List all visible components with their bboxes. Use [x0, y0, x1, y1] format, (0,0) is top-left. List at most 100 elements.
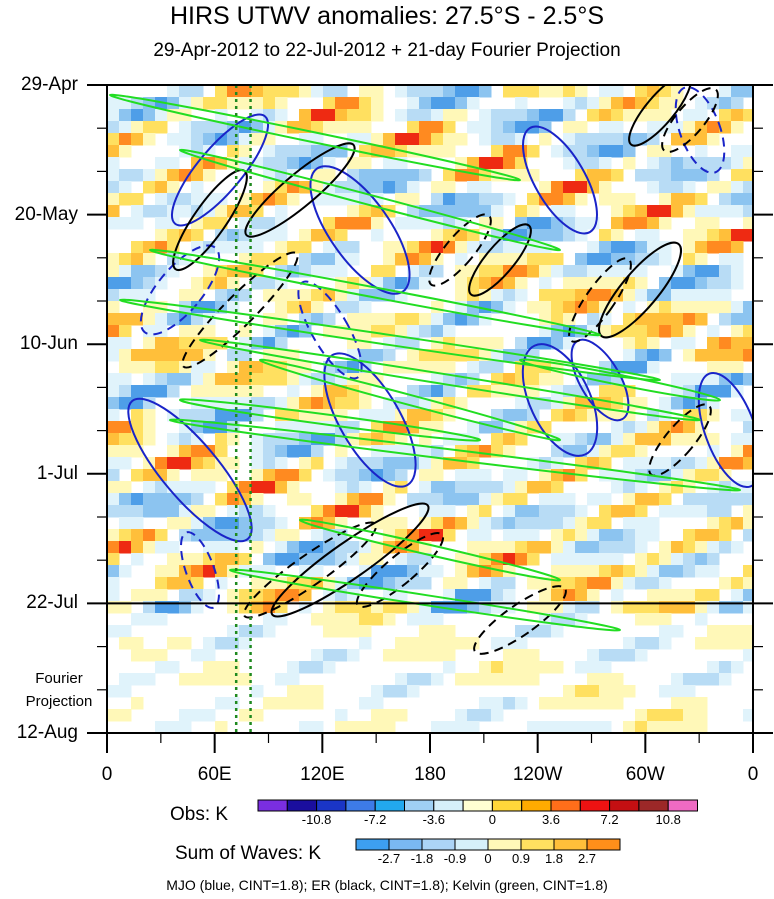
- heat-cell: [623, 529, 636, 542]
- heat-cell: [707, 157, 720, 170]
- heat-cell: [719, 349, 732, 362]
- heat-cell: [659, 721, 672, 733]
- heat-cell: [539, 625, 552, 638]
- heat-cell: [311, 85, 324, 98]
- heat-cell: [275, 337, 288, 350]
- heat-cell: [335, 457, 348, 470]
- heat-cell: [167, 541, 180, 554]
- heat-cell: [587, 697, 600, 710]
- heat-cell: [635, 721, 648, 733]
- heat-cell: [695, 145, 708, 158]
- heat-cell: [431, 145, 444, 158]
- heat-cell: [635, 421, 648, 434]
- heat-cell: [515, 481, 528, 494]
- heat-cell: [563, 301, 576, 314]
- heat-cell: [107, 205, 120, 218]
- heat-cell: [503, 493, 516, 506]
- heat-cell: [587, 157, 600, 170]
- heat-cell: [167, 721, 180, 733]
- heat-cell: [299, 325, 312, 338]
- colorbar-swatch: [421, 838, 456, 851]
- heat-cell: [215, 541, 228, 554]
- heat-cell: [491, 109, 504, 122]
- heat-cell: [359, 181, 372, 194]
- heat-cell: [707, 673, 720, 686]
- heat-cell: [635, 457, 648, 470]
- colorbar-swatch: [550, 799, 581, 812]
- heat-cell: [179, 169, 192, 182]
- heat-cell: [743, 109, 753, 122]
- heat-cell: [683, 289, 696, 302]
- heat-cell: [335, 505, 348, 518]
- heat-cell: [107, 277, 120, 290]
- heat-cell: [731, 577, 744, 590]
- heat-cell: [299, 445, 312, 458]
- heat-cell: [491, 253, 504, 266]
- heat-cell: [455, 229, 468, 242]
- colorbar-swatch: [286, 799, 318, 812]
- heat-cell: [275, 205, 288, 218]
- heat-cell: [647, 721, 660, 733]
- heat-cell: [659, 613, 672, 626]
- heat-cell: [503, 145, 516, 158]
- heat-cell: [107, 565, 120, 578]
- heat-cell: [311, 109, 324, 122]
- heat-cell: [551, 493, 564, 506]
- heat-cell: [155, 325, 168, 338]
- heat-cell: [371, 505, 384, 518]
- heat-cell: [215, 661, 228, 674]
- colorbar-tick-label: -1.8: [410, 851, 434, 866]
- heat-cell: [335, 469, 348, 482]
- heat-cell: [467, 673, 480, 686]
- heat-cell: [239, 553, 252, 566]
- heat-cell: [599, 85, 612, 98]
- heat-cell: [107, 133, 120, 146]
- heat-cell: [191, 505, 204, 518]
- heat-cell: [371, 493, 384, 506]
- heat-cell: [107, 325, 120, 338]
- heat-cell: [515, 133, 528, 146]
- heat-cell: [335, 85, 348, 98]
- heat-cell: [191, 469, 204, 482]
- x-tick-label: 180: [414, 764, 446, 785]
- heat-cell: [371, 697, 384, 710]
- heat-cell: [335, 253, 348, 266]
- heat-cell: [311, 289, 324, 302]
- heat-cell: [203, 553, 216, 566]
- heat-cell: [671, 673, 684, 686]
- heat-cell: [563, 493, 576, 506]
- heat-cell: [155, 169, 168, 182]
- heat-cell: [155, 373, 168, 386]
- heat-cell: [131, 673, 144, 686]
- heat-cell: [503, 577, 516, 590]
- heat-cell: [671, 301, 684, 314]
- heat-cell: [635, 109, 648, 122]
- heat-cell: [419, 649, 432, 662]
- heat-cell: [491, 481, 504, 494]
- heat-cell: [275, 181, 288, 194]
- heat-cell: [455, 577, 468, 590]
- heat-cell: [383, 409, 396, 422]
- heat-cell: [671, 697, 684, 710]
- heat-cell: [575, 409, 588, 422]
- heat-cell: [575, 289, 588, 302]
- heat-cell: [155, 469, 168, 482]
- heat-cell: [491, 361, 504, 374]
- heat-cell: [647, 709, 660, 722]
- heat-cell: [635, 169, 648, 182]
- heat-cell: [227, 553, 240, 566]
- heat-cell: [143, 337, 156, 350]
- heat-cell: [227, 133, 240, 146]
- heat-cell: [515, 673, 528, 686]
- heat-cell: [143, 529, 156, 542]
- heat-cell: [419, 481, 432, 494]
- heat-cell: [539, 265, 552, 278]
- heat-cell: [311, 313, 324, 326]
- heat-cell: [143, 433, 156, 446]
- heat-cell: [719, 157, 732, 170]
- heat-cell: [275, 97, 288, 110]
- heat-cell: [707, 385, 720, 398]
- heat-cell: [467, 205, 480, 218]
- heat-cell: [671, 85, 684, 98]
- heat-cell: [527, 661, 540, 674]
